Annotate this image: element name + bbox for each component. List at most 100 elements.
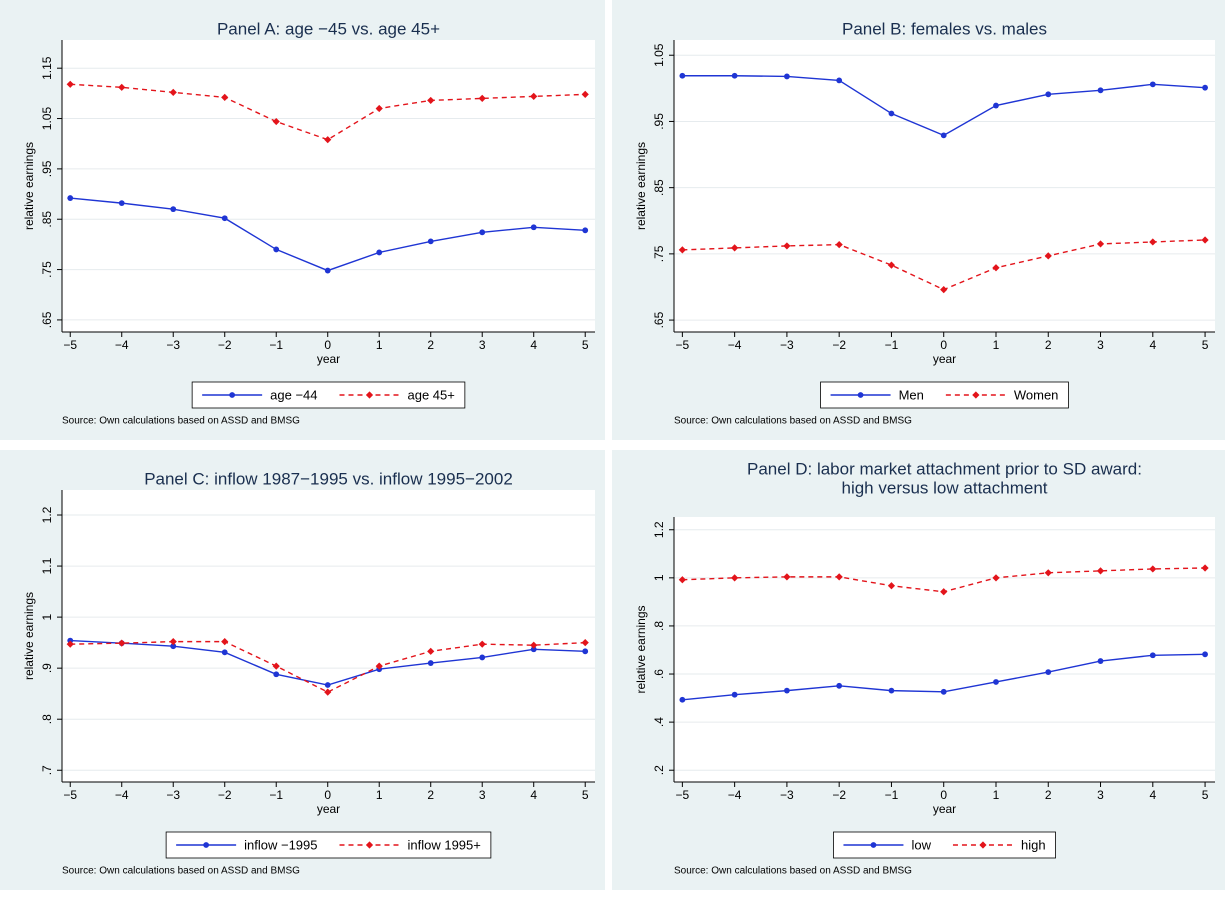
x-tick-label: −2 [218, 788, 232, 802]
point [376, 249, 383, 256]
y-axis-label: relative earnings [634, 142, 648, 230]
panel: Panel A: age −45 vs. age 45+ .65 .75 .85 .95… [0, 0, 605, 440]
point [992, 574, 1000, 582]
point [273, 246, 280, 253]
y-tick-label: 1.2 [40, 506, 54, 523]
point [427, 96, 435, 105]
x-tick-label: −2 [832, 788, 846, 802]
point [679, 72, 686, 79]
legend-marker [870, 842, 877, 848]
legend-label: inflow 1995+ [408, 837, 481, 852]
point [221, 215, 228, 222]
y-axis-label: relative earnings [22, 592, 36, 680]
point [221, 93, 229, 101]
legend-label: low [911, 837, 931, 852]
point [940, 588, 948, 596]
point [66, 80, 74, 88]
panel: Panel D: labor market attachment prior t… [612, 450, 1225, 890]
series-line [70, 640, 586, 693]
x-tick-label: 4 [530, 788, 537, 802]
x-tick-label: 0 [940, 788, 947, 802]
point [731, 691, 738, 698]
x-tick-label: 3 [479, 338, 486, 352]
panel: Panel C: inflow 1987−1995 vs. inflow 199… [0, 450, 605, 890]
x-tick-label: 5 [582, 788, 589, 802]
legend-label: Men [899, 387, 924, 402]
point [1096, 567, 1105, 575]
x-tick-label: 1 [376, 788, 383, 802]
point [118, 83, 126, 91]
legend-marker [229, 392, 236, 398]
x-tick-label: 2 [427, 338, 434, 352]
x-tick-label: 1 [376, 338, 383, 352]
point [530, 92, 538, 100]
point [835, 240, 843, 249]
x-tick-label: 1 [993, 338, 1000, 352]
x-tick-label: −4 [115, 788, 129, 802]
legend-marker [365, 391, 374, 399]
point [1097, 87, 1104, 94]
x-tick-label: −2 [832, 338, 846, 352]
legend-label: inflow −1995 [244, 837, 317, 852]
point [582, 648, 589, 655]
source-note: Source: Own calculations based on ASSD a… [674, 416, 912, 427]
x-tick-label: 0 [324, 788, 331, 802]
x-axis-label: year [933, 802, 956, 816]
legend: low high [833, 831, 1056, 859]
legend: age −44 age 45+ [191, 381, 466, 409]
x-tick-label: −3 [780, 788, 794, 802]
y-axis-label: relative earnings [634, 605, 648, 693]
point [993, 102, 999, 109]
x-axis-label: year [933, 352, 956, 366]
point [324, 682, 331, 688]
source-note: Source: Own calculations based on ASSD a… [62, 416, 300, 427]
x-tick-label: 1 [993, 788, 1000, 802]
point [1044, 252, 1052, 260]
point [118, 200, 125, 207]
point [940, 688, 947, 695]
point [427, 647, 435, 655]
legend: inflow −1995 inflow 1995+ [165, 831, 492, 859]
x-tick-label: −5 [63, 338, 77, 352]
point [993, 679, 999, 685]
point [887, 261, 896, 269]
point [324, 267, 331, 274]
x-tick-label: 2 [427, 788, 434, 802]
point [1149, 652, 1156, 659]
chart-title: Panel B: females vs. males [842, 19, 1047, 38]
legend-box [191, 381, 466, 409]
y-tick-label: 1.2 [652, 521, 666, 538]
point [836, 682, 843, 689]
point [427, 238, 434, 245]
chart-title: Panel A: age −45 vs. age 45+ [217, 19, 440, 38]
chart-title: high versus low attachment [842, 478, 1048, 497]
point [992, 264, 1000, 272]
plot-area [62, 40, 595, 332]
legend-label: age −44 [270, 387, 317, 402]
panel: Panel B: females vs. males .65 .75 .85 .95 1.… [612, 0, 1225, 440]
point [582, 227, 589, 234]
legend-label: Women [1014, 387, 1059, 402]
x-tick-label: 3 [479, 788, 486, 802]
point [783, 242, 791, 250]
point [1202, 651, 1208, 658]
x-tick-label: −3 [166, 338, 180, 352]
point [272, 117, 280, 126]
point [479, 654, 486, 661]
y-tick-label: .65 [652, 311, 666, 328]
y-tick-label: .4 [652, 717, 666, 727]
point [530, 646, 537, 653]
point [783, 573, 791, 581]
y-tick-label: .6 [652, 669, 666, 679]
x-tick-label: 2 [1045, 338, 1052, 352]
point [221, 649, 228, 656]
point [888, 110, 895, 117]
x-tick-label: 5 [582, 338, 589, 352]
point [170, 643, 177, 650]
point [169, 88, 177, 96]
point [479, 229, 486, 236]
point [888, 687, 895, 694]
point [1202, 84, 1208, 91]
y-tick-label: .95 [40, 160, 54, 177]
